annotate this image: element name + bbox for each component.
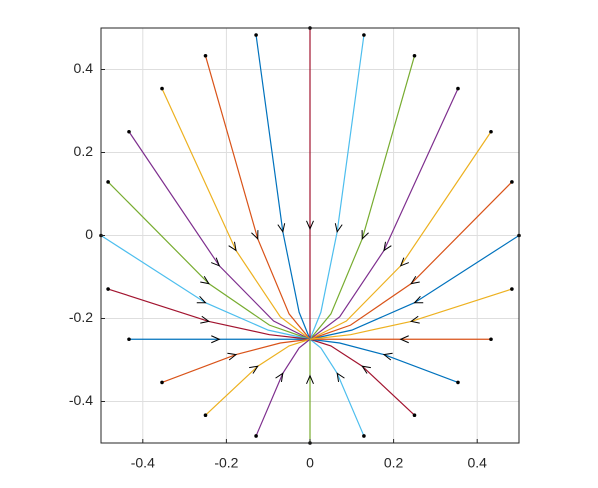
arrow [399, 335, 409, 344]
trajectory [309, 34, 365, 340]
trajectory [255, 338, 311, 437]
start-point [106, 180, 110, 184]
arrow [410, 275, 420, 285]
start-point [456, 86, 460, 91]
x-tick-label: -0.2 [214, 455, 238, 471]
arrow [413, 295, 424, 304]
trajectory [161, 338, 311, 383]
arrow [409, 315, 420, 324]
trajectory [161, 88, 311, 340]
x-tick-label: 0.4 [467, 455, 487, 471]
trajectories [99, 26, 521, 445]
start-point [412, 54, 417, 58]
y-tick-label: -0.4 [69, 392, 93, 408]
start-point [127, 129, 131, 134]
arrow [306, 220, 314, 231]
start-point [160, 380, 164, 385]
start-point [127, 337, 131, 342]
trajectory [128, 131, 311, 340]
arrow [361, 365, 371, 374]
tick-labels: -0.4 -0.2 0 0.2 0.4 -0.4 -0.2 0 0.2 0.4 [69, 60, 487, 471]
trajectory [204, 55, 311, 340]
start-point [160, 86, 164, 91]
trajectory [309, 181, 513, 340]
arrow [336, 372, 345, 382]
arrow [200, 275, 210, 285]
arrow [249, 365, 259, 374]
arrow [275, 372, 284, 382]
start-point [510, 180, 514, 184]
trajectory [309, 338, 415, 416]
start-point [510, 287, 514, 291]
arrow [277, 223, 286, 233]
arrow [306, 374, 314, 384]
arrow [196, 295, 207, 304]
trajectory [309, 288, 513, 340]
trajectory [100, 234, 311, 340]
trajectory [205, 338, 311, 416]
x-tick-label: -0.4 [131, 455, 155, 471]
start-point [203, 413, 208, 417]
trajectory [107, 288, 311, 340]
trajectory [309, 338, 459, 383]
trajectory [309, 55, 416, 340]
x-tick-label: 0.2 [384, 455, 404, 471]
x-tick-label: 0 [306, 455, 314, 471]
start-point [412, 413, 417, 417]
y-tick-label: 0 [85, 226, 93, 242]
arrow [200, 315, 211, 324]
trajectory [107, 181, 311, 340]
y-tick-label: 0.2 [74, 143, 94, 159]
trajectory [309, 234, 520, 340]
start-point [362, 33, 366, 37]
y-tick-label: 0.4 [74, 60, 94, 76]
start-point [362, 434, 366, 438]
trajectory [309, 88, 459, 340]
start-point [203, 54, 208, 58]
start-point [106, 287, 110, 291]
arrow [228, 241, 237, 252]
start-point [254, 33, 258, 37]
start-point [489, 129, 493, 134]
arrow [251, 230, 259, 240]
arrow [382, 352, 393, 361]
y-tick-label: -0.2 [69, 309, 93, 325]
arrow [211, 257, 221, 267]
arrow [361, 230, 369, 240]
arrow [383, 241, 392, 252]
trajectory [309, 131, 492, 340]
arrow [399, 257, 409, 267]
start-point [489, 337, 493, 342]
start-point [456, 380, 460, 385]
start-point [254, 434, 258, 438]
trajectory [255, 34, 311, 340]
arrow [211, 335, 221, 344]
arrow [227, 352, 238, 361]
arrow [334, 223, 343, 233]
trajectory [309, 338, 365, 437]
